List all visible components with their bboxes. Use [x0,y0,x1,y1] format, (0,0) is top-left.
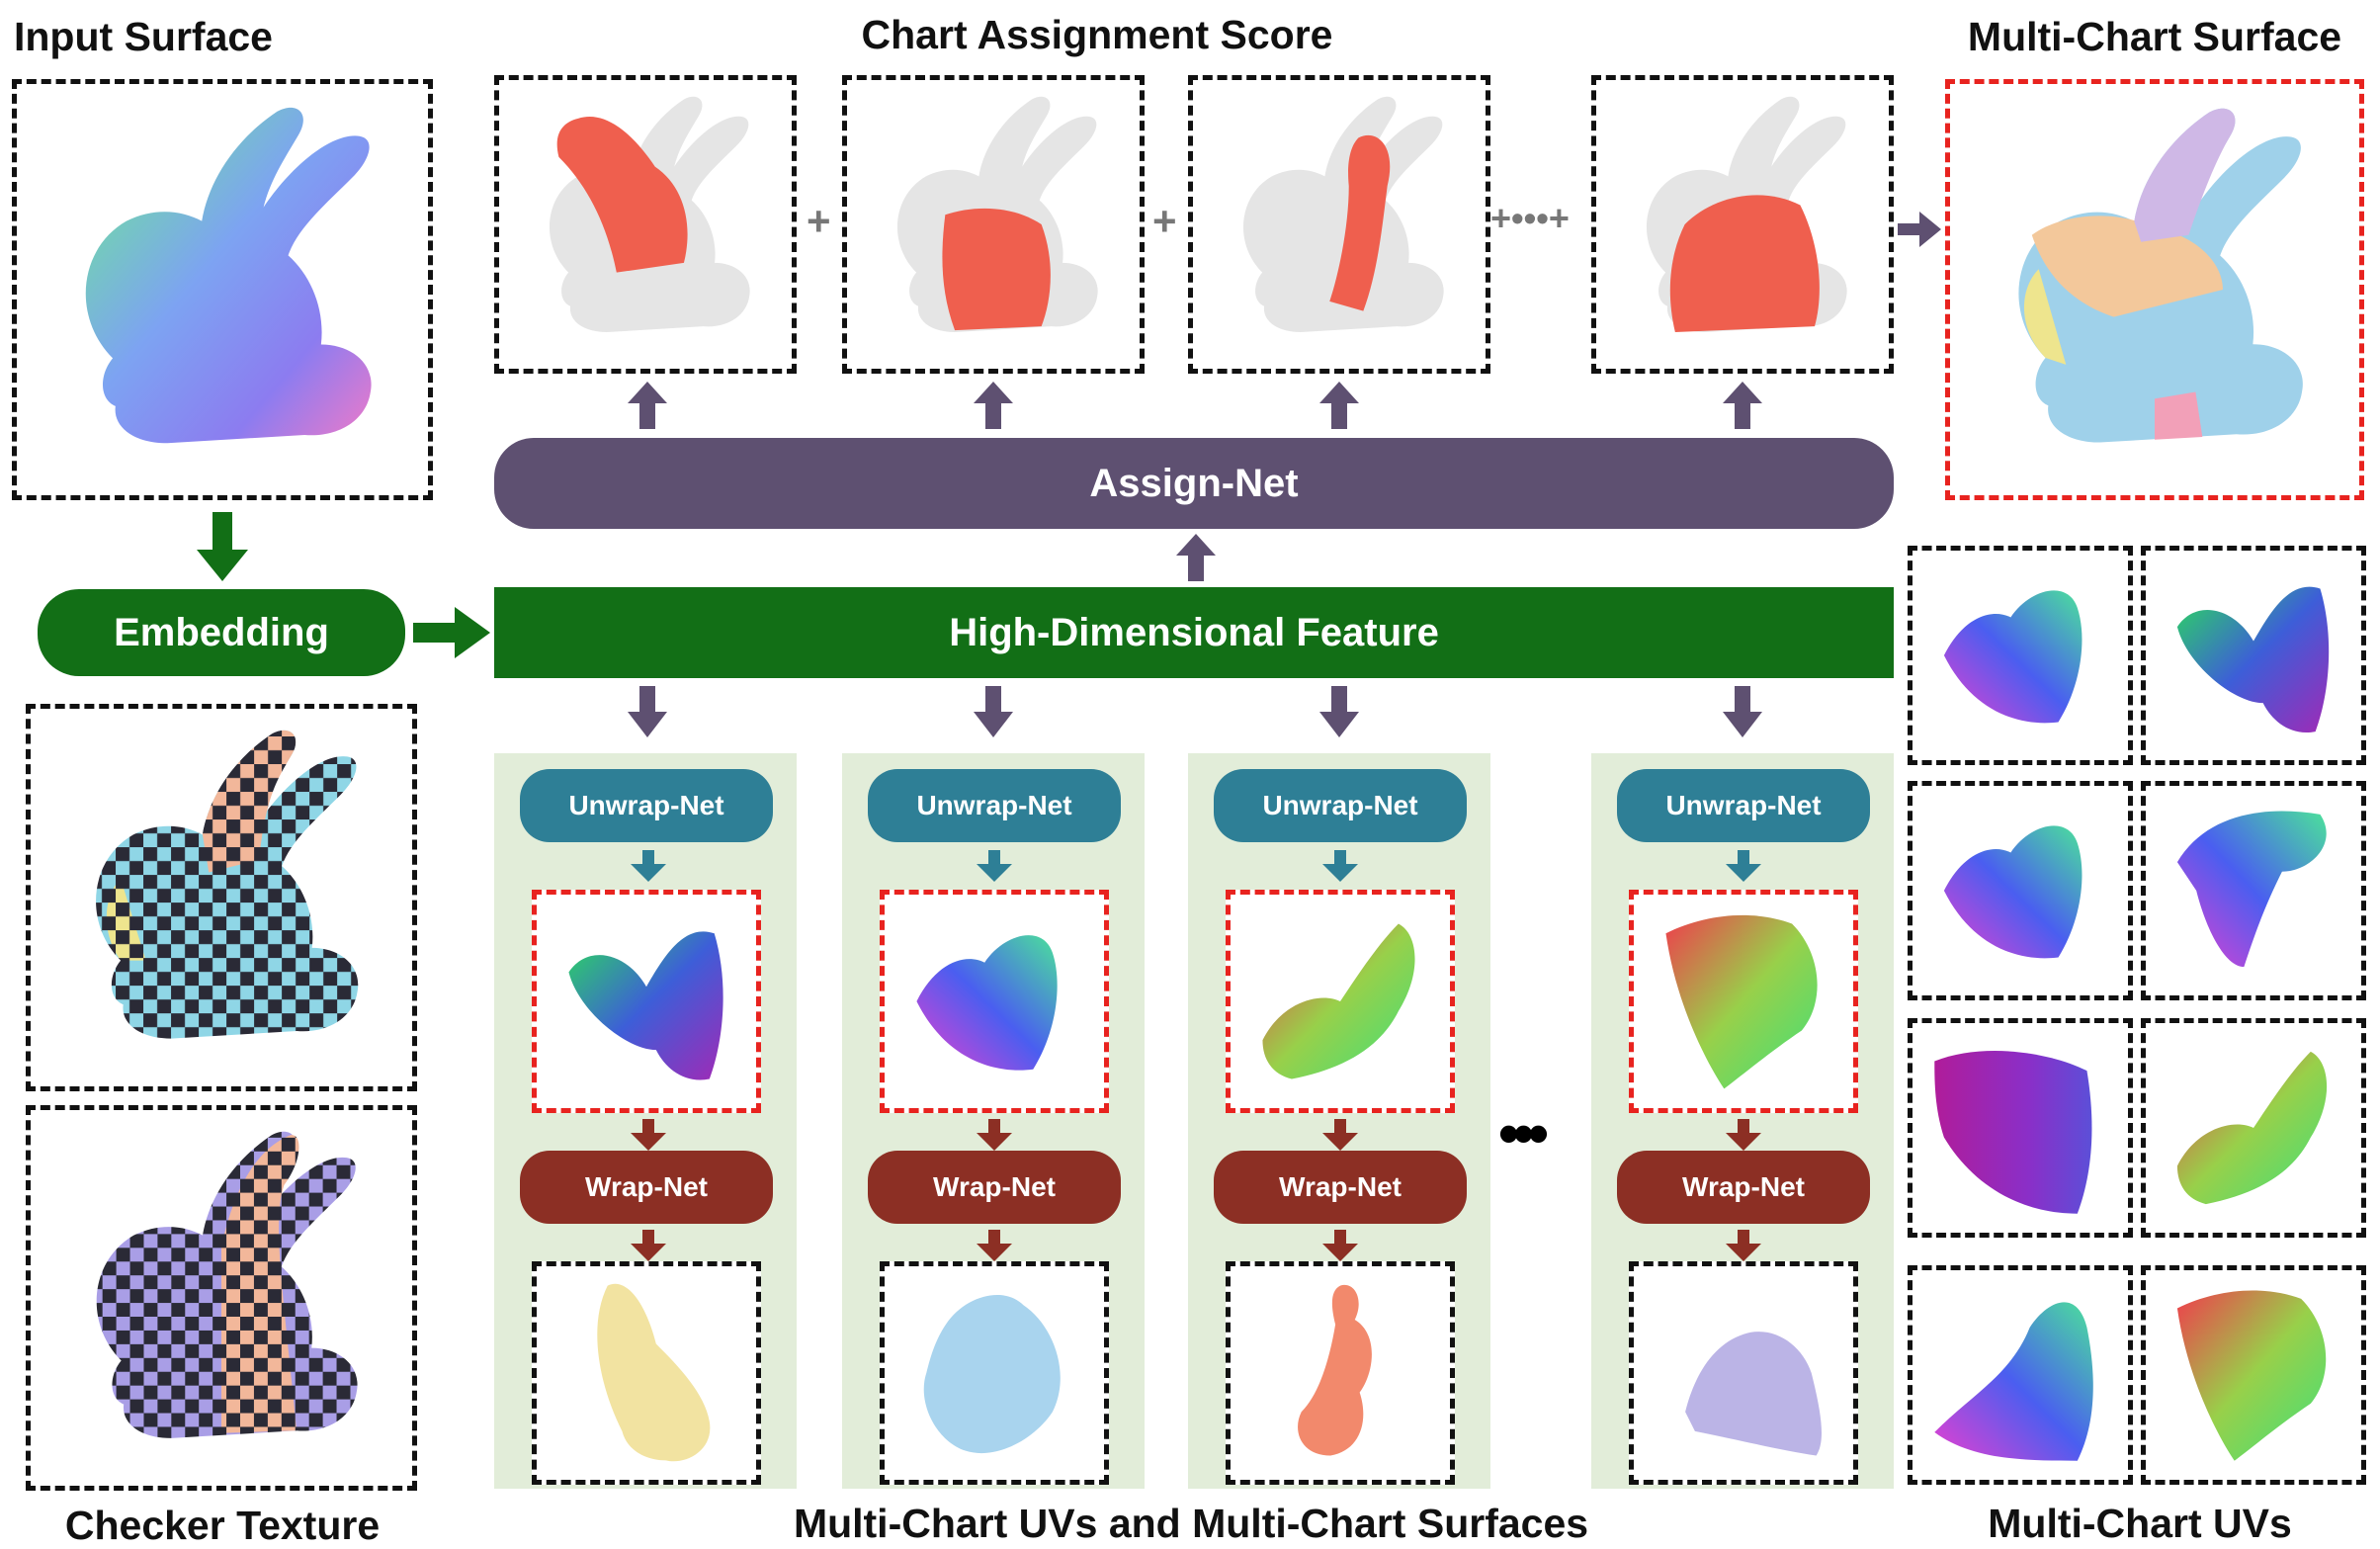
arrow-down-uv-3 [1322,1119,1358,1151]
arrow-up-assign [1176,534,1216,581]
uv-grid-image-4 [2176,811,2327,968]
arrow-down-embedding [197,512,248,581]
surface-image-3 [1298,1284,1372,1456]
unwrap-net-block-3: Unwrap-Net [1214,769,1467,842]
plus-1: + [807,198,831,244]
arrow-down-wrap-3 [1322,1230,1358,1261]
arrow-down-unwrap-1 [631,850,666,882]
arrow-down-wrap-4 [1726,1230,1761,1261]
score-bunny-1 [549,96,750,333]
arrow-down-uv-1 [631,1119,666,1151]
multi-chart-surface-box [1945,79,2364,500]
uv-grid-3 [1908,781,2133,1000]
surface-box-1 [532,1261,761,1485]
arrow-right-to-surface [1898,212,1941,247]
surface-image-4 [1685,1332,1822,1456]
uv-grid-image-7 [1934,1302,2093,1461]
uv-image-3 [1262,923,1415,1079]
wrap-net-block-1: Wrap-Net [520,1151,773,1224]
surface-box-2 [880,1261,1109,1485]
score-bunny-2 [896,96,1098,333]
score-box-2 [842,75,1145,374]
uv-grid-8 [2141,1265,2366,1485]
unwrap-net-block-4: Unwrap-Net [1617,769,1870,842]
uv-grid-image-1 [1943,590,2082,724]
uv-grid-2 [2141,546,2366,765]
branch-ellipsis: ••• [1498,1100,1549,1166]
arrow-right-embedding [413,607,490,658]
checker-box-2 [26,1105,417,1491]
arrow-up-score-2 [974,382,1013,429]
input-surface-title: Input Surface [14,14,273,59]
uv-image-1 [568,931,723,1080]
surface-box-3 [1226,1261,1455,1485]
checker-bunny-2 [96,1131,358,1438]
uv-grid-image-3 [1943,825,2082,959]
score-bunny-3 [1242,96,1444,333]
arrow-up-score-1 [628,382,667,429]
uv-image-4 [1665,914,1818,1089]
plus-2: + [1152,198,1177,244]
uv-image-2 [916,935,1058,1071]
score-box-4 [1591,75,1894,374]
uv-box-1 [532,890,761,1113]
arrow-up-score-4 [1723,382,1762,429]
checker-texture-title: Checker Texture [64,1503,381,1548]
multi-chart-uvs-title: Multi-Chart UVs [1988,1501,2292,1546]
score-box-3 [1188,75,1490,374]
surface-box-4 [1629,1261,1858,1485]
uv-box-3 [1226,890,1455,1113]
uv-grid-image-6 [2176,1051,2328,1205]
arrow-down-feature-1 [628,686,667,737]
embedding-block: Embedding [38,589,405,676]
checker-bunny-1 [96,730,359,1039]
high-dimensional-feature-block: High-Dimensional Feature [494,587,1894,678]
multi-chart-bunny [2018,108,2303,443]
arrow-down-feature-3 [1319,686,1359,737]
arrow-down-unwrap-3 [1322,850,1358,882]
uv-box-2 [880,890,1109,1113]
wrap-net-block-2: Wrap-Net [868,1151,1121,1224]
arrow-down-feature-4 [1723,686,1762,737]
wrap-net-block-3: Wrap-Net [1214,1151,1467,1224]
arrow-down-wrap-1 [631,1230,666,1261]
uv-grid-4 [2141,781,2366,1000]
arrow-down-feature-2 [974,686,1013,737]
uv-grid-image-5 [1934,1051,2092,1214]
arrow-down-wrap-2 [977,1230,1012,1261]
plus-ellipsis-plus: +•••+ [1490,198,1570,238]
arrow-down-uv-2 [977,1119,1012,1151]
unwrap-net-block-1: Unwrap-Net [520,769,773,842]
arrow-down-unwrap-4 [1726,850,1761,882]
uv-grid-image-2 [2176,586,2330,733]
uv-grid-7 [1908,1265,2133,1485]
chart-assignment-score-title: Chart Assignment Score [861,12,1333,57]
score-bunny-4 [1646,96,1847,333]
bottom-caption: Multi-Chart UVs and Multi-Chart Surfaces [793,1501,1589,1546]
input-bunny-image [85,107,372,444]
surface-image-2 [923,1295,1061,1454]
wrap-net-block-4: Wrap-Net [1617,1151,1870,1224]
unwrap-net-block-2: Unwrap-Net [868,769,1121,842]
assign-net-block: Assign-Net [494,438,1894,529]
multi-chart-surface-title: Multi-Chart Surface [1967,14,2342,59]
uv-grid-5 [1908,1018,2133,1238]
checker-box-1 [26,704,417,1091]
arrow-down-unwrap-2 [977,850,1012,882]
arrow-down-uv-4 [1726,1119,1761,1151]
arrow-up-score-3 [1319,382,1359,429]
uv-grid-image-8 [2176,1290,2327,1461]
uv-box-4 [1629,890,1858,1113]
uv-grid-6 [2141,1018,2366,1238]
uv-grid-1 [1908,546,2133,765]
input-surface-box [12,79,433,500]
score-box-1 [494,75,797,374]
surface-image-1 [597,1283,711,1462]
